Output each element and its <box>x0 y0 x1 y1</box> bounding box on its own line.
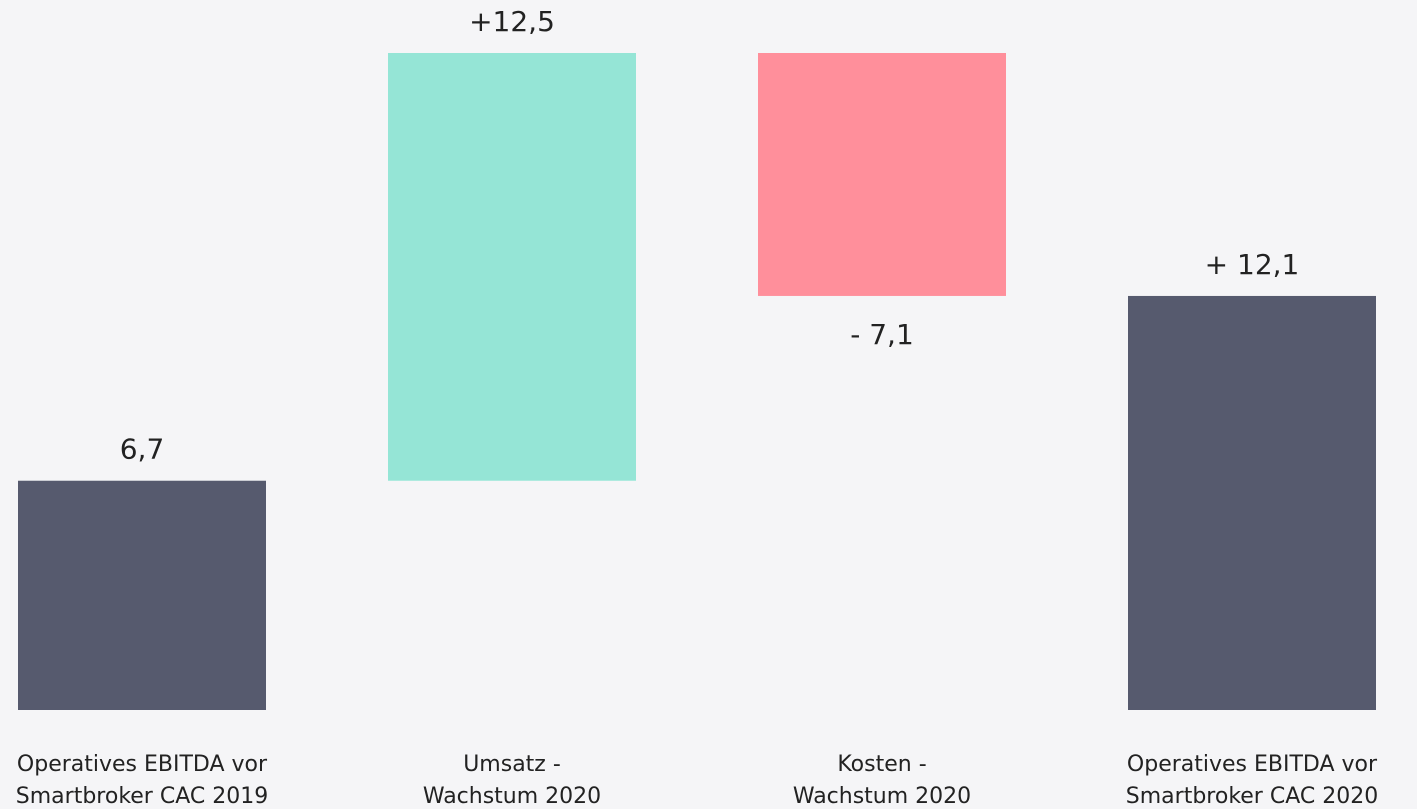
value-label: - 7,1 <box>850 318 914 351</box>
value-label: + 12,1 <box>1205 248 1300 281</box>
category-label: Operatives EBITDA vor <box>1127 752 1378 777</box>
bar <box>18 480 266 710</box>
category-label: Kosten - <box>837 752 926 777</box>
category-label: Wachstum 2020 <box>423 784 601 809</box>
category-label: Smartbroker CAC 2020 <box>1126 784 1378 809</box>
bar <box>1128 295 1376 710</box>
category-label: Wachstum 2020 <box>793 784 971 809</box>
bar <box>758 53 1006 296</box>
category-label: Smartbroker CAC 2019 <box>16 784 268 809</box>
value-label: +12,5 <box>469 5 555 38</box>
bar <box>388 53 636 481</box>
value-label: 6,7 <box>120 433 165 466</box>
category-label: Operatives EBITDA vor <box>17 752 268 777</box>
category-label: Umsatz - <box>463 752 561 777</box>
